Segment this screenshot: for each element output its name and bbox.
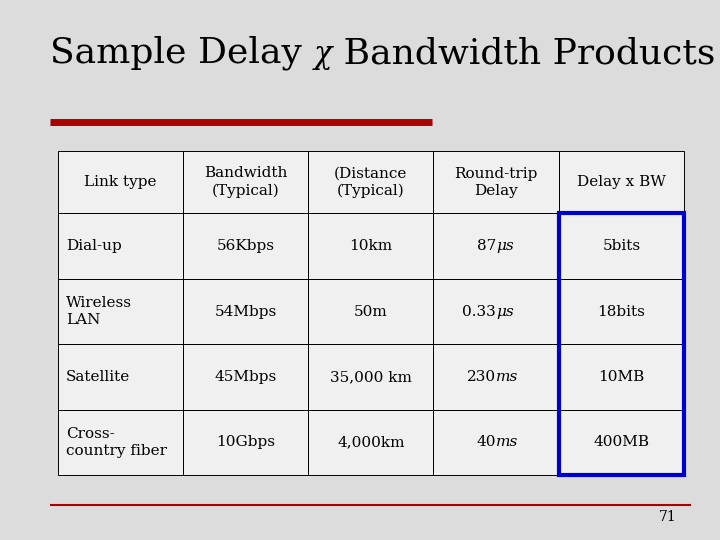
Bar	[433, 151, 559, 213]
Text: 0.33: 0.33	[462, 305, 496, 319]
Text: 87: 87	[477, 239, 496, 253]
Bar	[183, 345, 308, 410]
Text: μs: μs	[496, 305, 514, 319]
Text: 18bits: 18bits	[598, 305, 645, 319]
Bar	[308, 410, 433, 475]
Bar	[183, 410, 308, 475]
Bar	[433, 345, 559, 410]
Text: Round-trip
Delay: Round-trip Delay	[454, 167, 538, 198]
Text: 10MB: 10MB	[598, 370, 644, 384]
Text: Cross-
country fiber: Cross- country fiber	[66, 427, 167, 458]
Bar	[559, 151, 684, 213]
Text: 56Kbps: 56Kbps	[217, 239, 274, 253]
Text: 10Gbps: 10Gbps	[216, 435, 275, 449]
Text: 4,000km: 4,000km	[337, 435, 405, 449]
Bar	[308, 213, 433, 279]
Text: 35,000 km: 35,000 km	[330, 370, 412, 384]
Text: Bandwidth
(Typical): Bandwidth (Typical)	[204, 166, 287, 198]
Text: 54Mbps: 54Mbps	[215, 305, 276, 319]
Text: μs: μs	[496, 239, 514, 253]
Bar	[308, 345, 433, 410]
Text: 400MB: 400MB	[593, 435, 649, 449]
Bar	[559, 279, 684, 345]
Bar	[58, 279, 183, 345]
Text: Delay x BW: Delay x BW	[577, 176, 666, 189]
Text: 50m: 50m	[354, 305, 387, 319]
Text: 40: 40	[477, 435, 496, 449]
Bar	[433, 279, 559, 345]
Bar	[308, 279, 433, 345]
Text: Dial-up: Dial-up	[66, 239, 122, 253]
Bar	[559, 213, 684, 279]
Text: (Distance
(Typical): (Distance (Typical)	[334, 166, 408, 198]
Bar	[183, 213, 308, 279]
Bar	[559, 410, 684, 475]
Text: 230: 230	[467, 370, 496, 384]
Bar	[58, 151, 183, 213]
Text: 5bits: 5bits	[603, 239, 640, 253]
Text: ms: ms	[496, 370, 518, 384]
Bar	[308, 151, 433, 213]
Text: Satellite: Satellite	[66, 370, 130, 384]
Text: ms: ms	[496, 435, 518, 449]
Text: Sample Delay: Sample Delay	[50, 36, 314, 70]
Bar	[58, 345, 183, 410]
Text: Bandwidth Products: Bandwidth Products	[332, 36, 716, 70]
Bar	[58, 213, 183, 279]
Text: χ: χ	[314, 39, 332, 70]
Text: 71: 71	[659, 510, 677, 524]
Text: Wireless
LAN: Wireless LAN	[66, 296, 132, 327]
Bar	[58, 410, 183, 475]
Bar	[559, 345, 684, 410]
Bar	[559, 213, 684, 475]
Bar	[183, 279, 308, 345]
Text: Link type: Link type	[84, 176, 156, 189]
Text: 45Mbps: 45Mbps	[215, 370, 276, 384]
Bar	[433, 213, 559, 279]
Bar	[183, 151, 308, 213]
Bar	[433, 410, 559, 475]
Text: 10km: 10km	[349, 239, 392, 253]
